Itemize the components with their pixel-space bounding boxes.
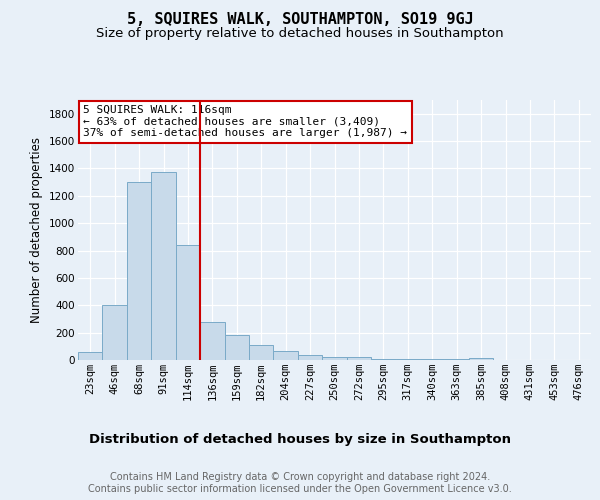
Bar xyxy=(298,355,322,360)
Text: Size of property relative to detached houses in Southampton: Size of property relative to detached ho… xyxy=(96,28,504,40)
Bar xyxy=(249,345,274,360)
Text: 5 SQUIRES WALK: 116sqm
← 63% of detached houses are smaller (3,409)
37% of semi-: 5 SQUIRES WALK: 116sqm ← 63% of detached… xyxy=(83,105,407,138)
Bar xyxy=(151,172,176,360)
Text: Contains HM Land Registry data © Crown copyright and database right 2024.
Contai: Contains HM Land Registry data © Crown c… xyxy=(88,472,512,494)
Text: 5, SQUIRES WALK, SOUTHAMPTON, SO19 9GJ: 5, SQUIRES WALK, SOUTHAMPTON, SO19 9GJ xyxy=(127,12,473,28)
Bar xyxy=(347,358,371,360)
Bar xyxy=(200,322,224,360)
Bar xyxy=(371,358,395,360)
Bar xyxy=(224,334,249,360)
Bar xyxy=(78,352,103,360)
Bar xyxy=(322,356,347,360)
Bar xyxy=(274,351,298,360)
Bar xyxy=(395,359,420,360)
Bar xyxy=(127,182,151,360)
Y-axis label: Number of detached properties: Number of detached properties xyxy=(31,137,43,323)
Bar xyxy=(103,306,127,360)
Bar xyxy=(176,245,200,360)
Bar xyxy=(469,358,493,360)
Text: Distribution of detached houses by size in Southampton: Distribution of detached houses by size … xyxy=(89,432,511,446)
